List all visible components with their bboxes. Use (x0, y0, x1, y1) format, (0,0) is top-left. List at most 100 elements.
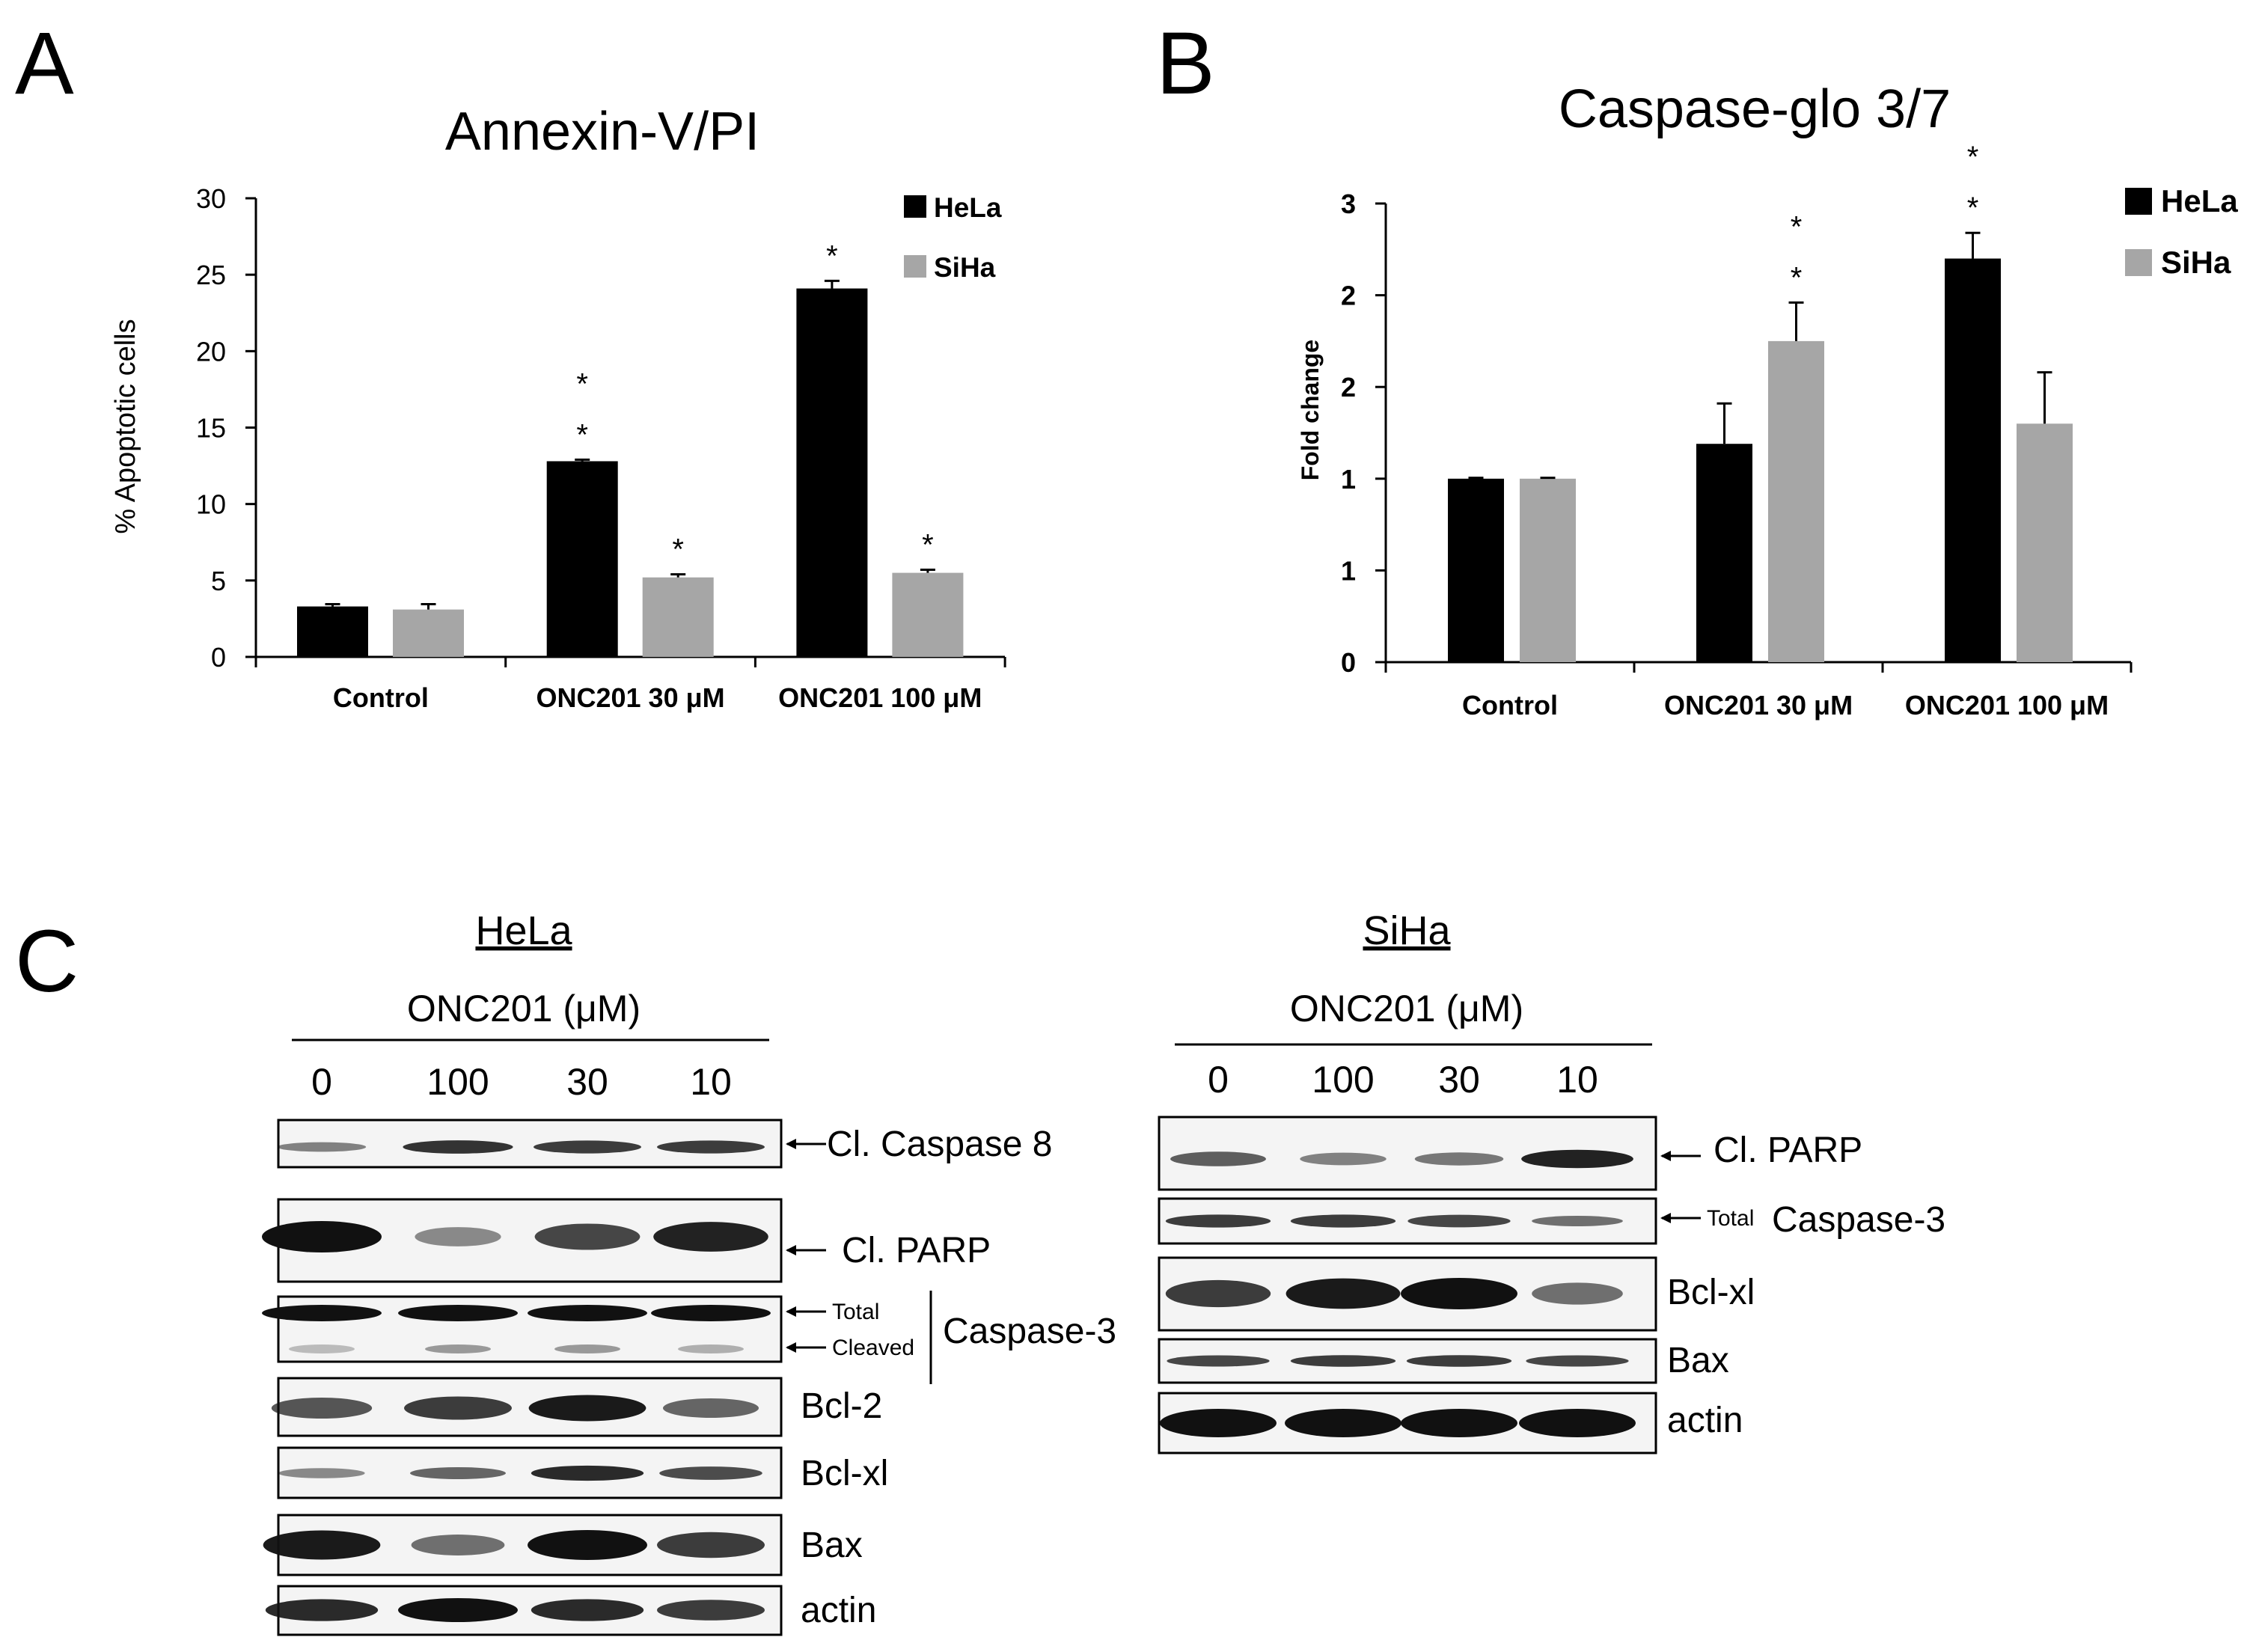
blot-arrowhead (786, 1139, 796, 1149)
blot-band (1167, 1355, 1270, 1367)
blot-row: Bcl-2 (271, 1377, 882, 1437)
blot-total-label: Total (1707, 1206, 1754, 1231)
blot-band (1532, 1216, 1623, 1226)
bar-hela (1945, 258, 2001, 662)
blot-band (1414, 1152, 1504, 1166)
blot-row: Cl. PARP (262, 1198, 991, 1283)
blot-band (528, 1305, 647, 1321)
blot-cell-line-title: SiHa (1363, 908, 1451, 953)
y-tick-label: 1 (1341, 464, 1356, 495)
blot-band (528, 1530, 647, 1560)
blot-band (1401, 1278, 1517, 1309)
blot-band (1521, 1149, 1633, 1169)
panel-label-c: C (15, 912, 79, 1011)
legend-swatch-siha (904, 255, 926, 278)
blot-protein-label: Cl. PARP (1714, 1131, 1862, 1170)
blot-protein-label: actin (1667, 1401, 1743, 1440)
blot-band (262, 1305, 382, 1321)
y-tick-label: 3 (1341, 189, 1356, 219)
blot-dose-label: 100 (427, 1061, 489, 1103)
significance-star: * (576, 367, 588, 400)
significance-star: * (1967, 141, 1979, 174)
blot-band (404, 1396, 512, 1420)
y-tick-label: 2 (1341, 281, 1356, 311)
blot-dose-label: 10 (690, 1061, 732, 1103)
significance-star: * (826, 239, 838, 272)
blot-band (657, 1532, 765, 1558)
blot-treatment-label: ONC201 (μM) (1290, 988, 1523, 1030)
y-tick-label: 20 (196, 336, 226, 367)
blot-row: Bcl-xl (1158, 1256, 1755, 1332)
bar-hela (1448, 478, 1504, 662)
significance-star: * (1791, 261, 1803, 294)
blot-band (528, 1395, 646, 1422)
bar-siha (1520, 478, 1576, 662)
blot-band (411, 1535, 505, 1555)
blot-row: Total Caspase-3 (1158, 1197, 1945, 1245)
blot-band (398, 1598, 518, 1622)
y-tick-label: 15 (196, 413, 226, 444)
bar-hela (546, 461, 618, 657)
blot-band (415, 1227, 501, 1246)
blot-row: Cl. Caspase 8 (277, 1119, 1052, 1169)
blot-protein-label: Caspase-3 (943, 1312, 1116, 1351)
blot-arrowhead (786, 1245, 796, 1255)
y-axis-label: % Apoptotic cells (110, 319, 141, 533)
blot-band-cleaved (554, 1344, 620, 1353)
blot-band (265, 1599, 379, 1621)
blot-protein-label: Cl. Caspase 8 (827, 1125, 1052, 1164)
y-tick-label: 0 (211, 642, 226, 673)
chart-b: Caspase-glo 3/7 0 1 1 2 2 3 Fold change Control O… (1297, 79, 2238, 721)
x-category-label: ONC201 30 μM (536, 682, 724, 713)
blot-band (657, 1600, 765, 1621)
blot-band (1407, 1214, 1511, 1228)
significance-star: * (922, 529, 934, 562)
blot-arrowhead (786, 1342, 796, 1353)
significance-star: * (1967, 192, 1979, 224)
blot-protein-label: Bax (801, 1526, 863, 1565)
blot-band (653, 1222, 768, 1252)
blot-band (657, 1140, 765, 1154)
y-tick-label: 25 (196, 260, 226, 290)
chart-title: Caspase-glo 3/7 (1559, 79, 1951, 139)
x-category-label: ONC201 100 μM (778, 682, 982, 713)
western-blot-siha: SiHa ONC201 (μM) 0 100 30 10 Cl. PARP Total Casp… (1158, 908, 1945, 1454)
significance-star: * (576, 418, 588, 451)
blot-band (262, 1221, 382, 1252)
blot-row: Cl. PARP (1158, 1116, 1862, 1191)
blot-cleaved-label: Cleaved (832, 1336, 914, 1360)
blot-dose-label: 0 (1208, 1059, 1229, 1101)
significance-star: * (1791, 210, 1803, 243)
blot-band (1290, 1355, 1396, 1367)
y-tick-label: 2 (1341, 372, 1356, 403)
blot-protein-label: Cl. PARP (842, 1231, 991, 1270)
blot-band (403, 1140, 513, 1154)
blot-band (531, 1465, 644, 1481)
legend-label-hela: HeLa (2161, 183, 2238, 218)
blot-band (1170, 1151, 1266, 1166)
y-axis-label: Fold change (1297, 340, 1324, 480)
blot-band (659, 1466, 762, 1480)
legend-swatch-hela (2125, 188, 2152, 215)
blot-band (1532, 1282, 1623, 1305)
blot-band (278, 1468, 365, 1478)
blot-arrowhead (786, 1306, 796, 1317)
blot-band (277, 1142, 367, 1152)
blot-band (1526, 1355, 1629, 1367)
blot-band-cleaved (289, 1344, 355, 1353)
bar-siha (892, 572, 964, 657)
blot-band (1401, 1409, 1517, 1437)
x-category-label: ONC201 30 μM (1664, 690, 1853, 721)
blot-band (1160, 1409, 1277, 1437)
y-tick-label: 30 (196, 183, 226, 214)
bar-hela (297, 606, 368, 657)
western-blot-hela: HeLa ONC201 (μM) 0 100 30 10 Cl. Caspase 8 Cl. … (262, 908, 1116, 1636)
blot-protein-label: Bcl-2 (801, 1386, 882, 1426)
bar-siha (2017, 423, 2073, 662)
blot-band (663, 1398, 759, 1419)
legend-label-siha: SiHa (934, 252, 996, 283)
blot-band (1519, 1409, 1636, 1437)
blot-band (263, 1530, 381, 1560)
blot-band (1285, 1409, 1401, 1437)
